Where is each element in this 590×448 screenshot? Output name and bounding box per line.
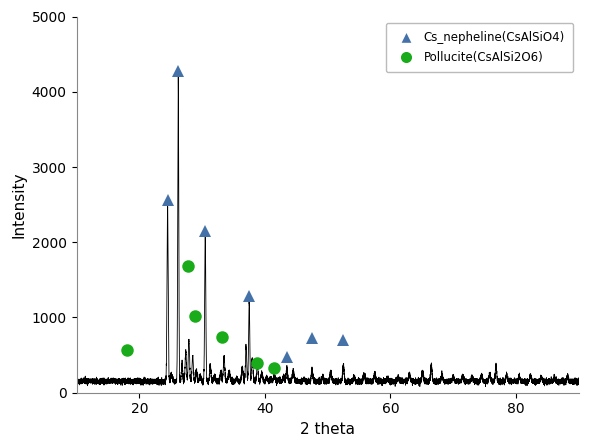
Legend: Cs_nepheline(CsAlSiO4), Pollucite(CsAlSi2O6): Cs_nepheline(CsAlSiO4), Pollucite(CsAlSi… (386, 22, 573, 72)
X-axis label: 2 theta: 2 theta (300, 422, 355, 437)
Y-axis label: Intensity: Intensity (11, 172, 26, 238)
